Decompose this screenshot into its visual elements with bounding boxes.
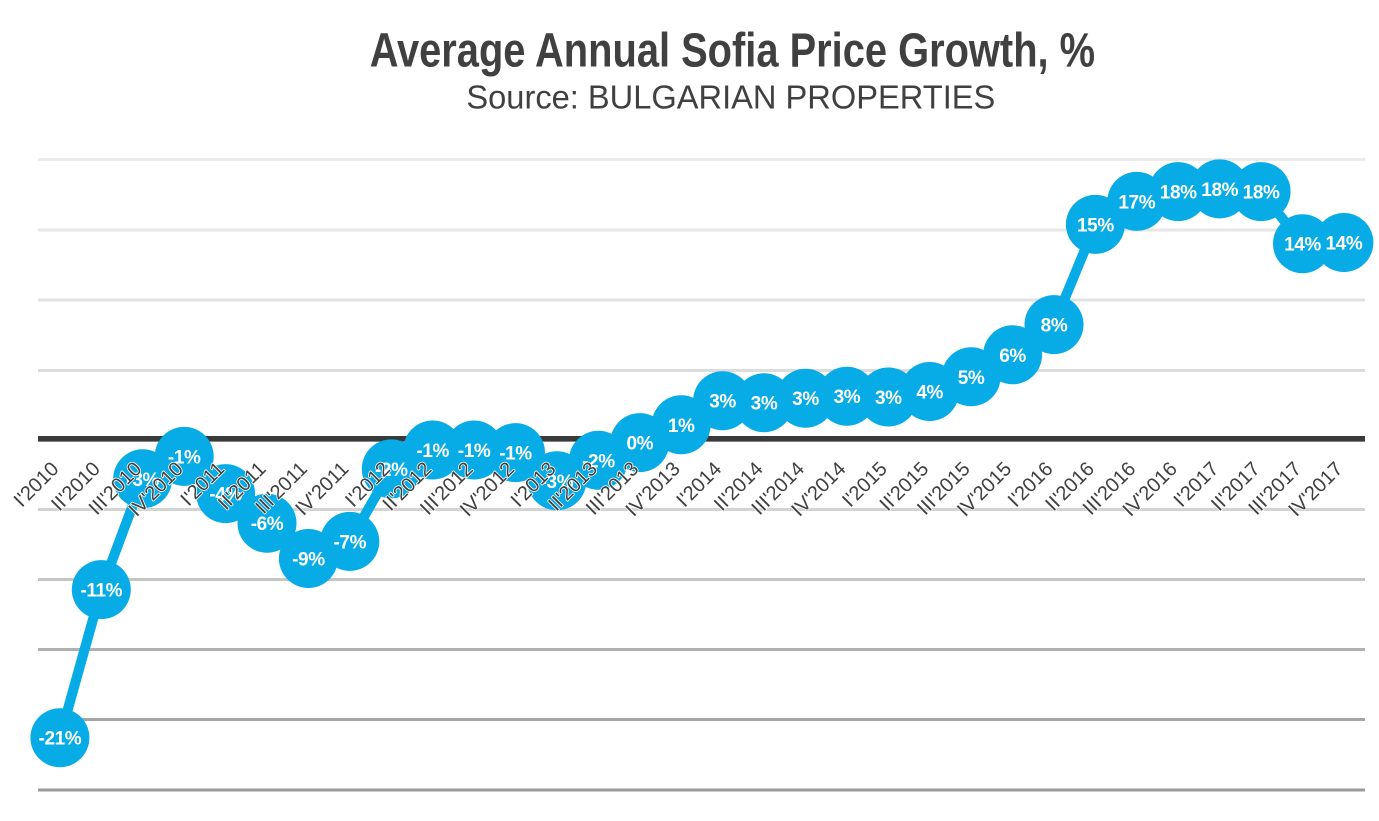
svg-text:6%: 6%	[999, 346, 1026, 367]
svg-text:-11%: -11%	[80, 581, 122, 602]
svg-text:-1%: -1%	[416, 441, 449, 462]
svg-text:-2%: -2%	[582, 451, 615, 472]
svg-text:-9%: -9%	[292, 550, 325, 571]
svg-text:-1%: -1%	[458, 441, 491, 462]
svg-text:17%: 17%	[1118, 192, 1155, 213]
svg-text:Average Annual Sofia Price Gro: Average Annual Sofia Price Growth, %	[370, 24, 1095, 77]
svg-text:4%: 4%	[916, 383, 943, 404]
svg-text:3%: 3%	[834, 387, 861, 408]
svg-text:-4%: -4%	[209, 485, 242, 506]
svg-text:3%: 3%	[709, 392, 736, 413]
svg-text:-21%: -21%	[39, 729, 82, 750]
svg-text:15%: 15%	[1077, 215, 1114, 236]
svg-text:14%: 14%	[1325, 234, 1362, 255]
svg-text:-3%: -3%	[541, 472, 574, 493]
svg-text:18%: 18%	[1160, 183, 1197, 204]
svg-text:-3%: -3%	[126, 470, 159, 491]
svg-text:0%: 0%	[626, 434, 653, 455]
svg-text:3%: 3%	[751, 394, 778, 415]
svg-text:-1%: -1%	[499, 444, 532, 465]
svg-text:1%: 1%	[668, 416, 695, 437]
svg-text:3%: 3%	[875, 388, 902, 409]
svg-text:18%: 18%	[1201, 180, 1238, 201]
svg-text:-7%: -7%	[334, 532, 367, 553]
svg-text:8%: 8%	[1041, 316, 1068, 337]
svg-text:5%: 5%	[958, 368, 985, 389]
svg-text:18%: 18%	[1243, 183, 1280, 204]
svg-text:14%: 14%	[1284, 235, 1321, 256]
svg-text:Source: BULGARIAN PROPERTIES: Source: BULGARIAN PROPERTIES	[466, 78, 995, 115]
svg-text:3%: 3%	[792, 389, 819, 410]
svg-text:-2%: -2%	[375, 460, 408, 481]
svg-text:-6%: -6%	[251, 514, 284, 535]
svg-text:-1%: -1%	[168, 447, 201, 468]
